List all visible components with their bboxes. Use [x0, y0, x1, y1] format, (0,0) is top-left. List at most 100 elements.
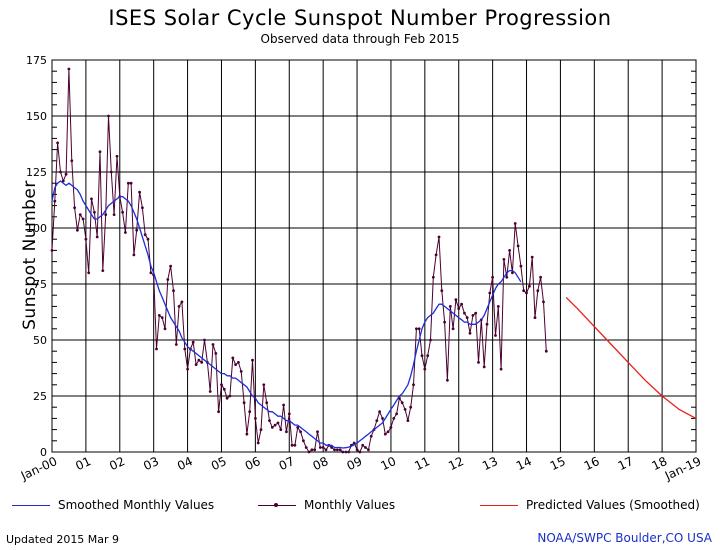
monthly-point: [217, 410, 221, 414]
monthly-point: [174, 343, 178, 346]
monthly-point: [53, 199, 57, 203]
monthly-point: [172, 289, 175, 293]
monthly-point: [375, 419, 379, 422]
legend-monthly: Monthly Values: [258, 498, 395, 512]
monthly-point: [112, 213, 116, 217]
monthly-point: [121, 210, 124, 214]
monthly-point: [177, 305, 181, 308]
monthly-point: [491, 275, 494, 279]
legend-smoothed: Smoothed Monthly Values: [12, 498, 214, 512]
monthly-point: [457, 307, 461, 310]
monthly-point: [50, 249, 54, 252]
plot-frame: [51, 59, 697, 453]
monthly-point: [200, 361, 204, 364]
monthly-point: [477, 361, 480, 364]
monthly-point: [482, 365, 486, 369]
monthly-point: [533, 316, 537, 319]
monthly-point: [468, 331, 472, 335]
monthly-point: [222, 387, 226, 391]
monthly-point: [378, 410, 381, 414]
monthly-point: [220, 383, 223, 387]
monthly-point: [135, 228, 139, 232]
chart-title: ISES Solar Cycle Sunspot Number Progress…: [108, 6, 612, 30]
series-line-smoothed-monthly-values: [51, 180, 522, 449]
monthly-point: [107, 114, 110, 118]
y-tick-label: 100: [26, 222, 47, 235]
monthly-point: [381, 417, 384, 420]
monthly-point: [454, 298, 458, 302]
monthly-point: [310, 448, 314, 452]
y-tick-label: 150: [26, 110, 47, 123]
monthly-point: [465, 316, 469, 319]
series-line-predicted-values-smoothed: [565, 296, 697, 419]
monthly-point: [95, 235, 99, 239]
monthly-point: [242, 401, 246, 405]
x-tick-label: Jan-00: [18, 454, 59, 483]
monthly-point: [254, 417, 257, 420]
monthly-point: [84, 237, 88, 241]
monthly-point: [496, 305, 500, 308]
legend-monthly-label: Monthly Values: [304, 498, 396, 512]
monthly-point: [431, 275, 435, 279]
legend-predicted-label: Predicted Values (Smoothed): [526, 498, 700, 512]
monthly-point: [318, 446, 322, 449]
monthly-point: [446, 378, 449, 382]
monthly-point: [155, 347, 158, 351]
monthly-point: [203, 338, 206, 342]
monthly-point: [262, 383, 266, 387]
monthly-point: [104, 213, 108, 217]
monthly-point: [98, 150, 102, 154]
monthly-point: [451, 327, 455, 331]
monthly-point: [542, 300, 545, 304]
x-tick-label: 10: [378, 454, 398, 473]
monthly-point: [448, 305, 452, 308]
monthly-point: [76, 228, 79, 232]
monthly-point: [231, 356, 235, 360]
monthly-point: [180, 300, 184, 304]
monthly-point: [251, 358, 254, 362]
monthly-point: [214, 352, 218, 355]
monthly-point: [423, 367, 427, 371]
monthly-point: [115, 154, 119, 158]
x-tick-label: 18: [650, 454, 670, 473]
monthly-point: [415, 327, 418, 331]
monthly-point: [511, 271, 514, 275]
monthly-point: [338, 448, 342, 452]
y-tick-label: 125: [26, 166, 47, 179]
monthly-point: [505, 275, 509, 279]
monthly-point: [513, 222, 517, 225]
monthly-point: [400, 401, 404, 405]
x-tick-label: 08: [311, 454, 331, 473]
x-tick-label: 17: [616, 454, 636, 473]
monthly-point: [525, 291, 528, 295]
monthly-point: [256, 441, 260, 445]
x-tick-label: 02: [107, 454, 127, 473]
monthly-point: [426, 354, 430, 358]
x-tick-label: 12: [446, 454, 466, 473]
x-tick-label: 13: [480, 454, 500, 473]
monthly-point: [440, 289, 444, 293]
monthly-point: [149, 271, 153, 275]
monthly-point: [282, 403, 285, 407]
monthly-point: [324, 448, 328, 452]
monthly-point: [499, 367, 503, 371]
monthly-point: [386, 430, 390, 434]
monthly-point: [383, 432, 387, 436]
monthly-point: [367, 448, 370, 452]
monthly-point: [194, 363, 198, 366]
monthly-point: [417, 327, 421, 331]
updated-date: Updated 2015 Mar 9: [6, 533, 120, 546]
y-tick-label: 50: [33, 334, 47, 347]
monthly-point: [330, 446, 333, 449]
monthly-point: [494, 334, 497, 337]
monthly-point: [321, 446, 325, 449]
monthly-point: [488, 291, 492, 295]
source-credit: NOAA/SWPC Boulder,CO USA: [537, 531, 712, 545]
legend-monthly-swatch: [258, 502, 296, 507]
monthly-point: [239, 370, 243, 373]
labels-layer: 0 25 50 75 100 125 150 175 Jan-00 01 02 03 04 05 06 07 0…: [18, 54, 703, 483]
monthly-point: [143, 233, 147, 237]
monthly-point: [429, 338, 432, 342]
monthly-point: [276, 421, 280, 425]
monthly-point: [361, 443, 365, 447]
